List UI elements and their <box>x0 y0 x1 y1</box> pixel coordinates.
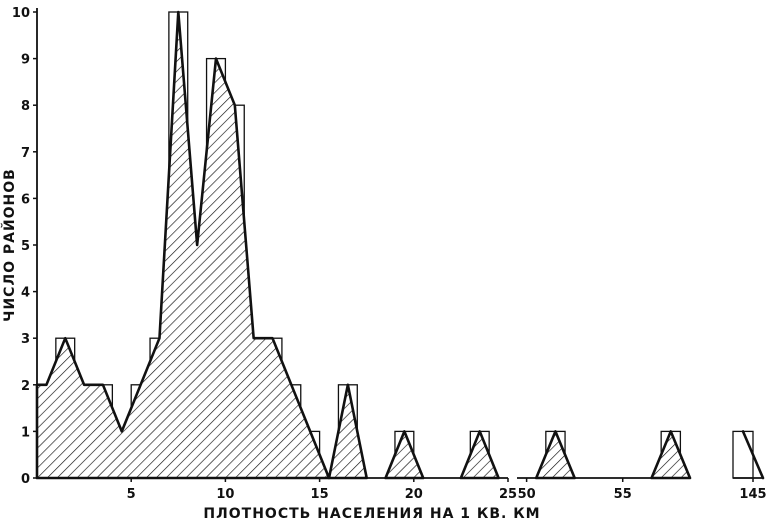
x-tick-label: 50 <box>518 487 536 502</box>
frequency-polygon <box>459 430 500 480</box>
y-tick-label: 1 <box>21 425 30 440</box>
histogram-bar <box>732 430 754 479</box>
axes <box>33 8 763 482</box>
frequency-polygon-layer <box>35 10 765 480</box>
y-tick-label: 0 <box>21 472 30 487</box>
frequency-polygon <box>35 10 331 480</box>
y-tick-label: 2 <box>21 379 30 394</box>
y-tick-label: 9 <box>21 53 30 68</box>
frequency-polygon <box>650 430 692 480</box>
y-tick-label: 4 <box>21 286 30 301</box>
x-tick-labels: 5 10 15 20 25 50 55 145 <box>127 487 767 502</box>
frequency-polygon <box>327 383 368 480</box>
frequency-polygon <box>534 430 576 480</box>
y-tick-label: 5 <box>21 239 30 254</box>
frequency-polygon <box>384 430 425 480</box>
y-tick-label: 10 <box>12 6 30 21</box>
y-tick-labels: 0 1 2 3 4 5 6 7 8 9 10 <box>12 6 30 487</box>
x-tick-label: 25 <box>499 487 517 502</box>
x-tick-label: 10 <box>216 487 234 502</box>
y-tick-label: 7 <box>21 146 30 161</box>
y-tick-label: 3 <box>21 332 30 347</box>
x-axis-title: ПЛОТНОСТЬ НАСЕЛЕНИЯ НА 1 КВ. КМ <box>203 506 540 522</box>
x-tick-label: 20 <box>405 487 423 502</box>
x-tick-label: 5 <box>127 487 136 502</box>
y-axis-title: ЧИСЛО РАЙОНОВ <box>1 168 18 322</box>
y-tick-label: 6 <box>21 192 30 207</box>
frequency-polygon <box>741 430 765 480</box>
x-tick-label: 15 <box>311 487 329 502</box>
x-tick-label: 145 <box>739 487 766 502</box>
y-tick-label: 8 <box>21 99 30 114</box>
x-tick-label: 55 <box>614 487 632 502</box>
